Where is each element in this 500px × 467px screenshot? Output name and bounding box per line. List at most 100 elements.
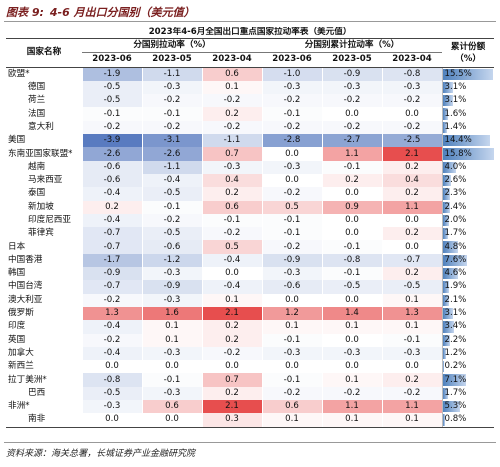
rule bbox=[4, 442, 496, 443]
table-row: 荷兰 -0.5 -0.2 -0.2 -0.2 -0.2 -0.2 3.1% bbox=[6, 94, 495, 108]
rate-cell: 0.6 bbox=[201, 67, 262, 81]
share-bar bbox=[443, 174, 451, 187]
share-bar bbox=[443, 334, 450, 346]
month-header: 2023-06 bbox=[82, 52, 142, 68]
country-name: 日本 bbox=[8, 241, 26, 252]
rate-cell: -0.4 bbox=[81, 320, 142, 334]
rate-cell: 0.1 bbox=[201, 80, 262, 95]
rate-cell: -0.4 bbox=[201, 280, 262, 294]
share-value: 7.1% bbox=[444, 374, 467, 385]
rate-cell: 0.1 bbox=[141, 333, 202, 347]
rate-cell: 0.0 bbox=[201, 267, 262, 281]
rate-cell: -0.8 bbox=[381, 67, 442, 81]
column-header: 累计份额（%） bbox=[442, 38, 495, 68]
rate-cell: -0.5 bbox=[141, 187, 202, 201]
rate-cell: -0.9 bbox=[141, 280, 202, 294]
share-value: 2.2% bbox=[444, 334, 467, 345]
country-name: 新西兰 bbox=[8, 361, 34, 372]
share-bar bbox=[443, 307, 453, 320]
share-bar bbox=[443, 228, 449, 240]
rate-cell: 0.1 bbox=[381, 293, 442, 307]
share-bar bbox=[443, 188, 450, 200]
rate-cell: -0.3 bbox=[261, 346, 322, 361]
rate-cell: -0.2 bbox=[81, 293, 142, 307]
share-cell: 2.6% bbox=[441, 173, 495, 188]
share-cell: 2.1% bbox=[441, 293, 495, 307]
country-name: 泰国 bbox=[28, 188, 46, 199]
figure-title: 4-6 月出口分国别（美元值） bbox=[49, 6, 195, 19]
rate-cell: -2.7 bbox=[321, 134, 382, 148]
table-title: 2023年4-6月全国出口重点国家拉动率表（美元值） bbox=[6, 27, 495, 39]
rate-cell: -0.9 bbox=[261, 253, 322, 268]
rate-cell: -0.3 bbox=[141, 80, 202, 95]
share-cell: 14.4% bbox=[441, 134, 495, 148]
share-value: 3.1% bbox=[444, 308, 467, 319]
share-value: 4.6% bbox=[444, 268, 467, 279]
country-name: 印度 bbox=[8, 321, 26, 332]
rate-cell: 0.0 bbox=[261, 360, 322, 374]
rate-cell: 0.2 bbox=[201, 107, 262, 121]
rate-cell: 0.0 bbox=[141, 360, 202, 374]
share-value: 1.4% bbox=[444, 121, 467, 132]
rate-cell: -3.1 bbox=[141, 134, 202, 148]
month-header: 2023-06 bbox=[262, 52, 322, 68]
rate-cell: -2.6 bbox=[141, 147, 202, 161]
rate-cell: 0.0 bbox=[381, 107, 442, 121]
rate-cell: -1.1 bbox=[201, 134, 262, 148]
rate-cell: -0.1 bbox=[141, 373, 202, 387]
rate-cell: -0.1 bbox=[81, 107, 142, 121]
rate-cell: 0.0 bbox=[321, 213, 382, 228]
country-name: 德国 bbox=[28, 82, 46, 93]
share-cell: 2.0% bbox=[441, 213, 495, 228]
share-bar bbox=[443, 201, 451, 213]
rate-cell: 0.9 bbox=[321, 200, 382, 214]
column-group-header: 分国别拉动率（%） bbox=[82, 38, 262, 54]
rate-cell: -0.1 bbox=[321, 160, 382, 174]
country-name: 加拿大 bbox=[8, 347, 34, 358]
rate-cell: -0.5 bbox=[81, 80, 142, 95]
country-name: 荷兰 bbox=[28, 95, 46, 106]
table-row: 日本 -0.7 -0.6 0.5 -0.2 -0.1 0.0 4.8% bbox=[6, 240, 495, 254]
share-value: 15.5% bbox=[444, 68, 472, 79]
share-value: 2.4% bbox=[444, 201, 467, 212]
share-cell: 1.6% bbox=[441, 107, 495, 121]
rate-cell: -0.8 bbox=[81, 373, 142, 387]
rate-cell: 0.1 bbox=[321, 320, 382, 334]
rate-cell: -0.6 bbox=[261, 280, 322, 294]
country-name: 非洲* bbox=[8, 401, 30, 412]
table-row: 加拿大 -0.4 -0.3 -0.2 -0.3 -0.3 -0.3 1.2% bbox=[6, 346, 495, 361]
rate-cell: -0.3 bbox=[321, 80, 382, 95]
figure-caption: 图表 9: 4-6 月出口分国别（美元值） bbox=[6, 4, 195, 20]
rate-cell: 0.2 bbox=[201, 187, 262, 201]
share-bar bbox=[443, 387, 449, 400]
rate-cell: 0.4 bbox=[201, 173, 262, 188]
table-row: 拉丁美洲* -0.8 -0.1 0.7 -0.1 0.1 0.2 7.1% bbox=[6, 373, 495, 387]
country-name: 英国 bbox=[8, 334, 26, 345]
rate-cell: 2.1 bbox=[381, 147, 442, 161]
month-header: 2023-04 bbox=[202, 52, 262, 68]
rate-cell: -0.4 bbox=[141, 173, 202, 188]
rate-cell: 0.0 bbox=[321, 187, 382, 201]
country-name: 美国 bbox=[8, 135, 26, 146]
rate-cell: -1.9 bbox=[81, 67, 142, 81]
column-header: 国家名称 bbox=[6, 38, 82, 68]
rate-cell: 0.1 bbox=[381, 320, 442, 334]
rate-cell: -0.2 bbox=[201, 227, 262, 241]
table-row: 韩国 -0.9 -0.3 0.0 -0.3 -0.1 0.2 4.6% bbox=[6, 267, 495, 281]
rate-cell: 0.2 bbox=[201, 333, 262, 347]
rate-cell: 0.1 bbox=[261, 320, 322, 334]
rate-cell: 0.0 bbox=[321, 107, 382, 121]
rate-cell: -1.7 bbox=[81, 253, 142, 268]
rate-cell: -0.3 bbox=[141, 267, 202, 281]
rate-cell: -0.6 bbox=[81, 160, 142, 174]
rate-cell: 0.0 bbox=[141, 413, 202, 428]
rate-cell: -0.5 bbox=[141, 227, 202, 241]
rate-cell: 0.6 bbox=[261, 400, 322, 414]
share-cell: 4.6% bbox=[441, 267, 495, 281]
share-value: 1.7% bbox=[444, 228, 467, 239]
share-cell: 15.5% bbox=[441, 67, 495, 81]
share-value: 1.7% bbox=[444, 387, 467, 398]
month-header: 2023-05 bbox=[322, 52, 382, 68]
share-value: 2.1% bbox=[444, 294, 467, 305]
share-bar bbox=[443, 241, 459, 253]
